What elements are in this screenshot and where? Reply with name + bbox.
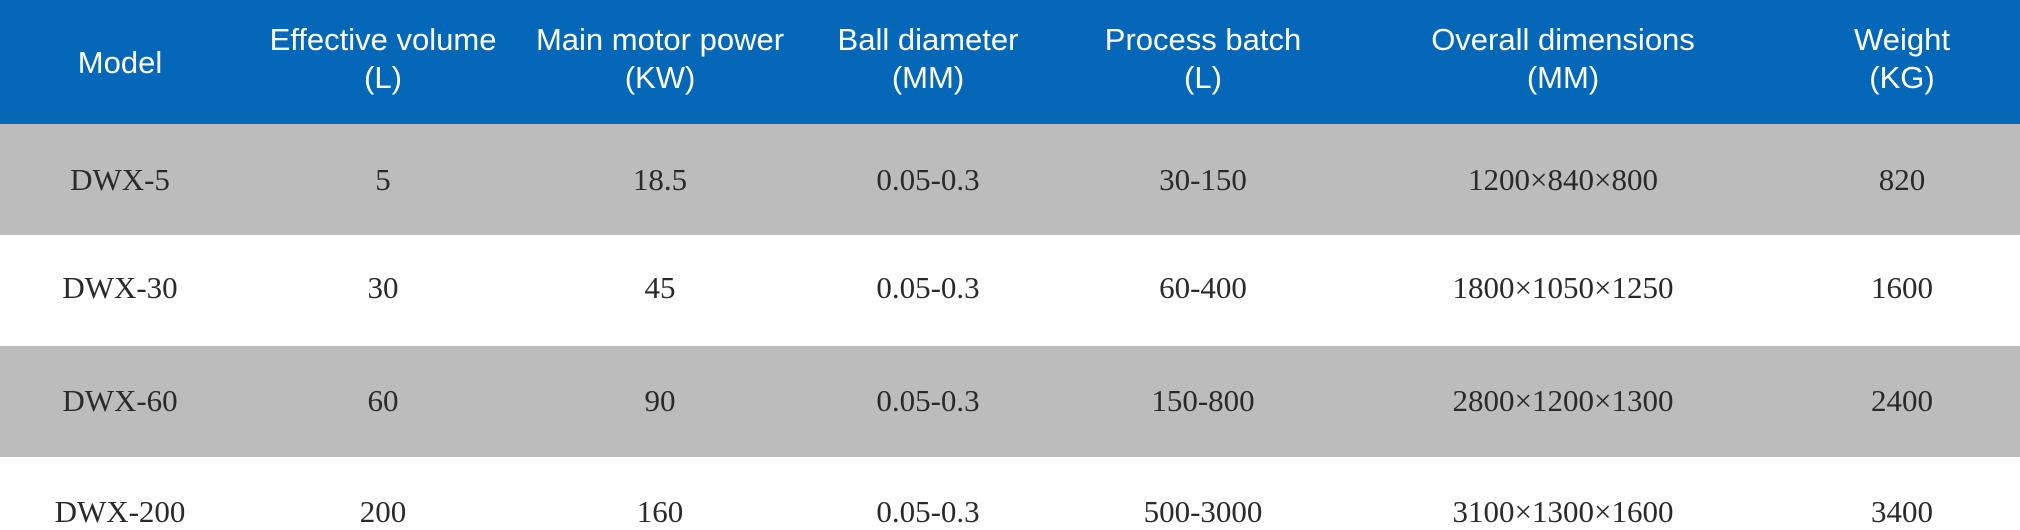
cell-ball-diameter: 0.05-0.3 xyxy=(876,270,980,305)
header-label: Ball diameter xyxy=(837,22,1019,57)
cell-ball-diameter: 0.05-0.3 xyxy=(876,162,980,197)
cell-weight: 2400 xyxy=(1871,383,1933,418)
header-label: Process batch xyxy=(1104,22,1302,57)
table-row: DWX-5 5 18.5 0.05-0.3 30-150 1200×840×80… xyxy=(0,124,2020,235)
header-label: Effective volume xyxy=(269,22,497,57)
header-overall-dimensions: Overall dimensions (MM) xyxy=(1431,21,1695,97)
header-ball-diameter: Ball diameter (MM) xyxy=(838,21,1019,97)
cell-weight: 3400 xyxy=(1871,494,1933,529)
header-unit: (MM) xyxy=(891,60,965,95)
header-label: Main motor power xyxy=(535,22,785,57)
table-header: Model Effective volume (L) Main motor po… xyxy=(0,0,2020,124)
header-main-motor-power: Main motor power (KW) xyxy=(536,21,784,97)
cell-model: DWX-60 xyxy=(62,383,178,418)
cell-process-batch: 30-150 xyxy=(1159,162,1247,197)
cell-effective-volume: 60 xyxy=(367,383,399,418)
table-row: DWX-60 60 90 0.05-0.3 150-800 2800×1200×… xyxy=(0,346,2020,457)
header-label: Overall dimensions xyxy=(1431,22,1695,57)
cell-process-batch: 60-400 xyxy=(1159,270,1247,305)
cell-process-batch: 500-3000 xyxy=(1143,494,1263,529)
cell-main-motor-power: 160 xyxy=(636,494,684,529)
header-weight: Weight (KG) xyxy=(1854,21,1950,97)
cell-model: DWX-200 xyxy=(54,494,186,529)
cell-ball-diameter: 0.05-0.3 xyxy=(876,383,980,418)
header-unit: (MM) xyxy=(1526,60,1600,95)
header-unit: (L) xyxy=(1184,60,1222,95)
header-effective-volume: Effective volume (L) xyxy=(270,21,497,97)
cell-overall-dimensions: 1800×1050×1250 xyxy=(1452,270,1674,305)
cell-weight: 1600 xyxy=(1871,270,1933,305)
cell-model: DWX-30 xyxy=(62,270,178,305)
cell-overall-dimensions: 1200×840×800 xyxy=(1468,162,1658,197)
cell-overall-dimensions: 2800×1200×1300 xyxy=(1452,383,1674,418)
cell-weight: 820 xyxy=(1878,162,1926,197)
header-label: Model xyxy=(77,45,163,80)
cell-overall-dimensions: 3100×1300×1600 xyxy=(1452,494,1674,529)
header-process-batch: Process batch (L) xyxy=(1105,21,1301,97)
cell-effective-volume: 5 xyxy=(375,162,391,197)
cell-main-motor-power: 18.5 xyxy=(632,162,688,197)
cell-main-motor-power: 45 xyxy=(644,270,676,305)
table-row: DWX-200 200 160 0.05-0.3 500-3000 3100×1… xyxy=(0,457,2020,529)
header-unit: (KG) xyxy=(1869,60,1935,95)
header-unit: (L) xyxy=(364,60,402,95)
cell-ball-diameter: 0.05-0.3 xyxy=(876,494,980,529)
cell-model: DWX-5 xyxy=(70,162,170,197)
cell-main-motor-power: 90 xyxy=(644,383,676,418)
header-model: Model xyxy=(78,44,162,82)
header-label: Weight xyxy=(1854,22,1950,57)
cell-process-batch: 150-800 xyxy=(1151,383,1255,418)
header-unit: (KW) xyxy=(624,60,696,95)
table-row: DWX-30 30 45 0.05-0.3 60-400 1800×1050×1… xyxy=(0,235,2020,346)
cell-effective-volume: 30 xyxy=(367,270,399,305)
cell-effective-volume: 200 xyxy=(359,494,407,529)
